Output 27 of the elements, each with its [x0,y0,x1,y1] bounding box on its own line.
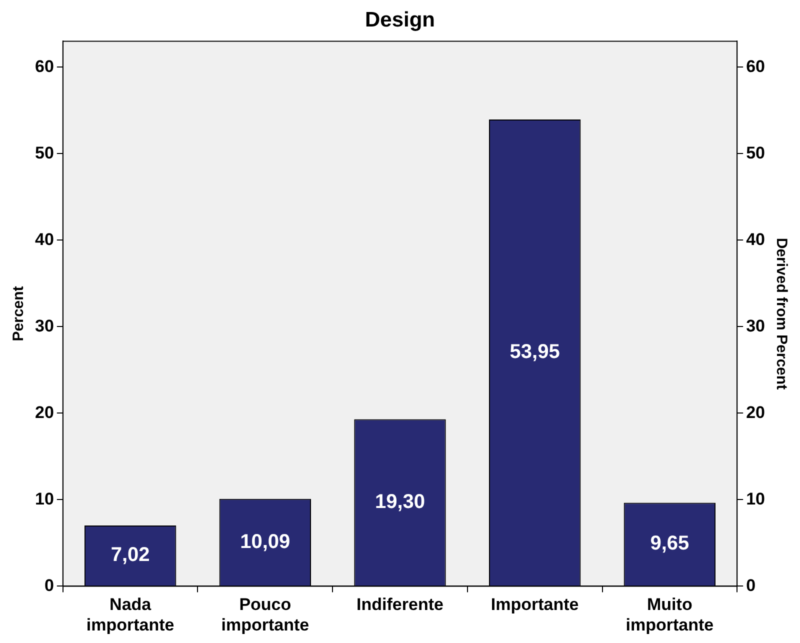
x-tick-label: Nada importante [86,595,174,634]
x-tick-label: Importante [490,595,579,614]
y-axis-title: Percent [10,286,28,342]
y2-tick-label: 60 [746,56,766,76]
y-tick-label: 20 [34,402,54,422]
y2-tick-label: 40 [746,230,766,249]
data-label: 53,95 [510,341,560,364]
y2-tick-label: 20 [746,402,766,422]
y-tick-label: 0 [44,576,54,595]
y2-axis-title: Derived from Percent [772,238,790,390]
x-tick-label: Pouco importante [221,595,310,634]
data-label: 9,65 [650,532,690,555]
chart-title: Design [364,8,436,32]
y2-tick-label: 50 [746,143,766,162]
data-label: 7,02 [110,544,150,566]
y-tick-label: 40 [34,230,54,249]
data-label: 10,09 [240,530,290,553]
y-tick-label: 60 [34,56,54,76]
data-label: 19,30 [374,490,426,513]
y-tick-label: 50 [34,143,54,162]
y2-tick-label: 0 [746,576,756,595]
x-tick-label: Muito importante [626,595,714,634]
y-tick-label: 30 [34,316,54,336]
y-tick-label: 10 [34,489,54,508]
x-tick-label: Indiferente [356,595,444,614]
y2-tick-label: 30 [746,316,766,336]
y2-tick-label: 10 [746,489,766,508]
